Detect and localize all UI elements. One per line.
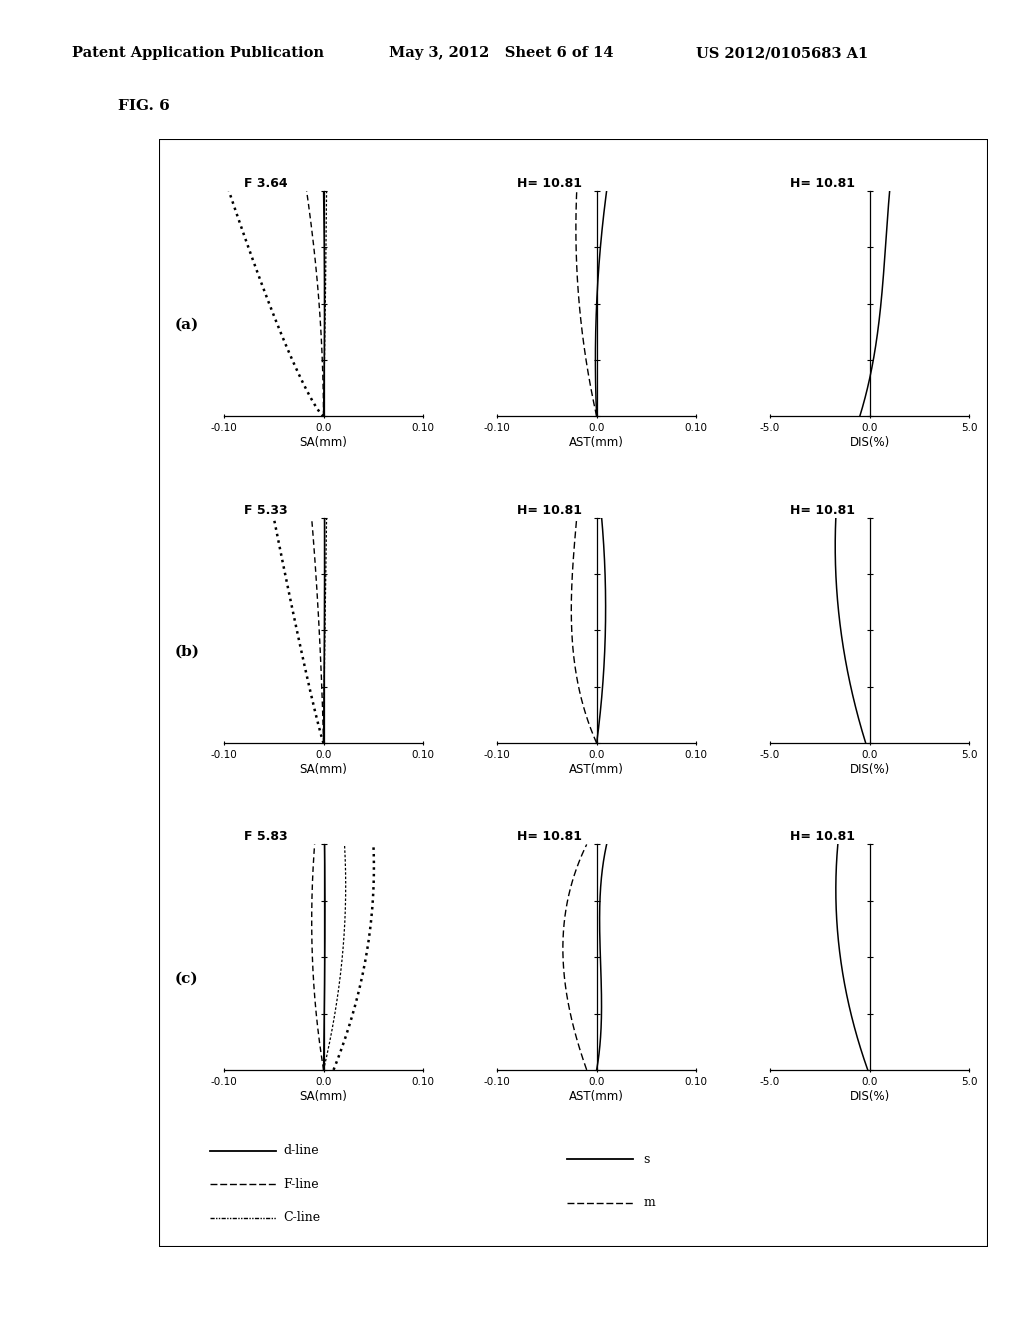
Text: H= 10.81: H= 10.81 [790,830,855,843]
Text: F 5.33: F 5.33 [244,503,288,516]
Text: (c): (c) [175,972,199,986]
Text: m: m [643,1196,655,1209]
Text: May 3, 2012   Sheet 6 of 14: May 3, 2012 Sheet 6 of 14 [389,46,613,61]
Text: H= 10.81: H= 10.81 [790,503,855,516]
X-axis label: DIS(%): DIS(%) [850,763,890,776]
X-axis label: SA(mm): SA(mm) [300,436,347,449]
Text: FIG. 6: FIG. 6 [118,99,170,114]
Text: s: s [643,1152,650,1166]
Text: F 5.83: F 5.83 [244,830,288,843]
X-axis label: SA(mm): SA(mm) [300,763,347,776]
Text: (b): (b) [175,644,200,659]
Text: Patent Application Publication: Patent Application Publication [72,46,324,61]
Text: F-line: F-line [284,1177,318,1191]
X-axis label: SA(mm): SA(mm) [300,1089,347,1102]
X-axis label: AST(mm): AST(mm) [569,1089,624,1102]
Text: H= 10.81: H= 10.81 [517,503,582,516]
X-axis label: AST(mm): AST(mm) [569,436,624,449]
Text: F 3.64: F 3.64 [244,177,288,190]
Text: US 2012/0105683 A1: US 2012/0105683 A1 [696,46,868,61]
Text: (a): (a) [175,318,199,331]
Text: C-line: C-line [284,1212,321,1225]
Text: H= 10.81: H= 10.81 [517,177,582,190]
Text: H= 10.81: H= 10.81 [790,177,855,190]
X-axis label: AST(mm): AST(mm) [569,763,624,776]
X-axis label: DIS(%): DIS(%) [850,436,890,449]
Text: d-line: d-line [284,1144,318,1158]
X-axis label: DIS(%): DIS(%) [850,1089,890,1102]
Text: H= 10.81: H= 10.81 [517,830,582,843]
